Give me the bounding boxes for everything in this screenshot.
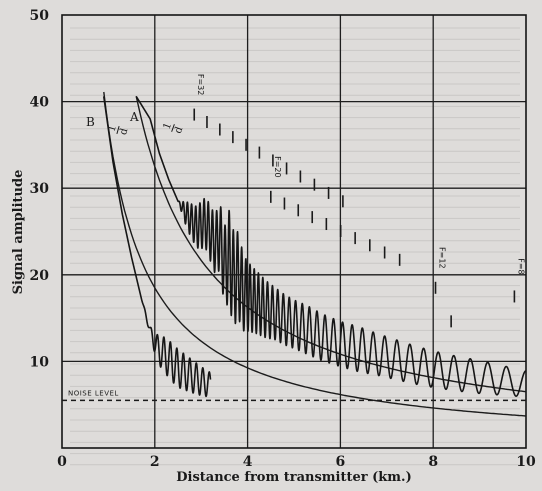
x-tick-label: 2 — [150, 454, 160, 470]
x-tick-labels: 0 2 4 6 8 10 — [57, 454, 536, 470]
y-tick-label: 50 — [30, 8, 50, 24]
inverse-distance-label-a: 1 d — [162, 121, 186, 135]
marker-label: F=20 — [273, 156, 282, 177]
x-tick-label: 0 — [57, 454, 67, 470]
y-axis-title: Signal amplitude — [11, 170, 26, 295]
frequency-marker: F=8 — [513, 258, 525, 303]
signal-curves — [102, 95, 527, 398]
y-tick-label: 40 — [30, 95, 50, 111]
x-tick-label: 10 — [516, 454, 536, 470]
curve-label-b: B — [86, 115, 95, 129]
fraction-bar-a — [171, 124, 175, 132]
y-tick-label: 20 — [30, 268, 50, 284]
fraction-denominator-b: d — [118, 127, 131, 137]
fraction-denominator-a: d — [173, 125, 186, 135]
plot-frame — [61, 14, 527, 449]
grid-lines — [62, 15, 526, 448]
signal-curve-a — [135, 95, 527, 397]
signal-curve-b — [102, 96, 212, 398]
fraction-numerator-b: 1 — [107, 124, 119, 133]
frequency-marker: F=12 — [434, 247, 452, 328]
noise-level-label: NOISE LEVEL — [68, 389, 119, 397]
curve-label-a: A — [129, 110, 139, 124]
frequency-markers: F=32 F=20 F=12 F=8 — [193, 74, 525, 328]
frequency-marker: F=32 — [193, 74, 344, 208]
marker-label: F=12 — [438, 247, 447, 268]
y-tick-labels: 10 20 30 40 50 — [30, 8, 50, 370]
x-tick-label: 6 — [336, 454, 346, 470]
marker-label: F=8 — [516, 258, 525, 274]
fraction-bar-b — [116, 126, 120, 134]
y-tick-label: 30 — [30, 181, 50, 197]
marker-label: F=32 — [196, 74, 205, 95]
inverse-distance-label-b: 1 d — [107, 124, 131, 137]
frequency-marker: F=20 — [269, 156, 401, 266]
x-axis-title: Distance from transmitter (km.) — [176, 470, 412, 485]
x-tick-label: 4 — [243, 454, 253, 470]
theory-curve-b — [103, 91, 527, 417]
x-tick-label: 8 — [428, 454, 438, 470]
y-tick-label: 10 — [30, 354, 50, 370]
fraction-numerator-a: 1 — [162, 121, 175, 131]
